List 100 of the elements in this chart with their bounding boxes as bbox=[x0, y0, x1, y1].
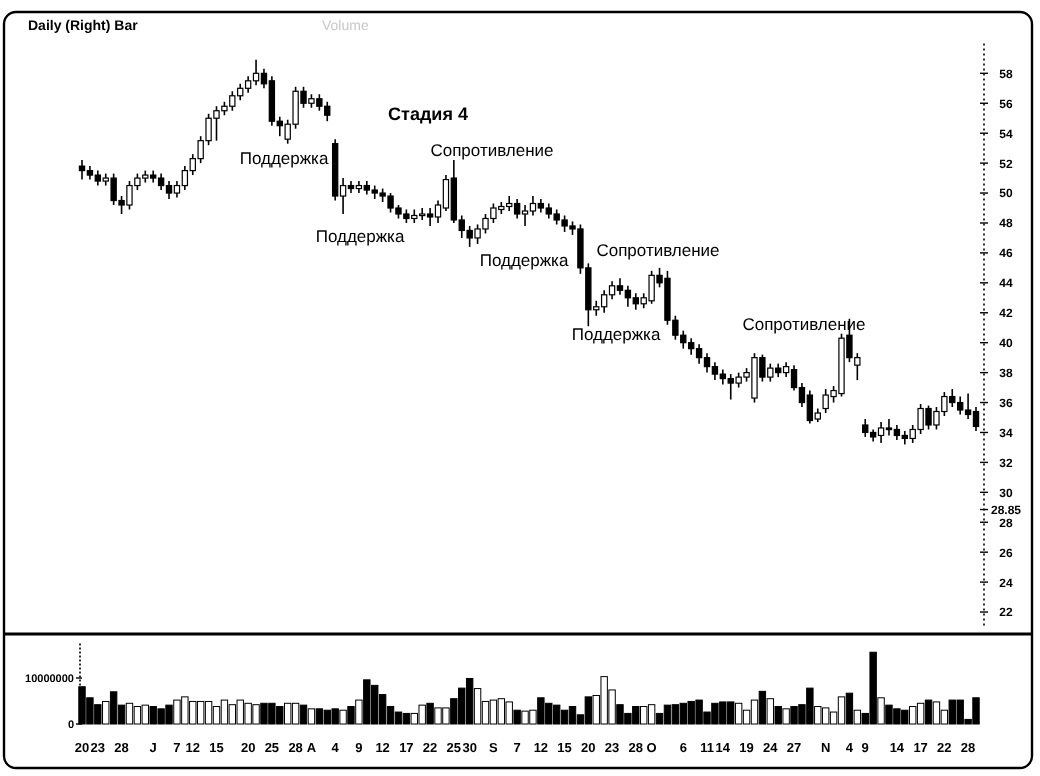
bar bbox=[513, 709, 521, 725]
bar bbox=[204, 700, 213, 725]
bar bbox=[347, 706, 355, 725]
bar bbox=[434, 707, 442, 725]
bar bbox=[244, 702, 252, 725]
candlestick bbox=[648, 270, 655, 305]
bar bbox=[181, 696, 189, 725]
bar bbox=[766, 698, 774, 725]
candlestick bbox=[418, 207, 426, 221]
bar bbox=[600, 676, 608, 725]
bar bbox=[821, 707, 830, 725]
bar bbox=[679, 702, 687, 725]
candlestick bbox=[324, 100, 331, 123]
bar bbox=[125, 702, 134, 725]
bar bbox=[837, 696, 846, 725]
bar bbox=[671, 704, 680, 725]
bar bbox=[750, 699, 759, 725]
bar bbox=[647, 704, 656, 725]
bar bbox=[640, 706, 648, 725]
candlestick bbox=[877, 421, 885, 444]
bar bbox=[133, 706, 142, 725]
bar bbox=[711, 702, 719, 725]
bar bbox=[402, 712, 411, 725]
candlestick bbox=[600, 289, 608, 314]
bar bbox=[260, 702, 268, 725]
bar bbox=[426, 702, 434, 725]
candlestick bbox=[506, 195, 513, 212]
bar bbox=[758, 690, 767, 725]
bar bbox=[268, 702, 276, 725]
bar bbox=[687, 700, 695, 725]
bar bbox=[228, 704, 237, 725]
candlestick bbox=[727, 373, 734, 401]
bar bbox=[972, 697, 980, 725]
bar bbox=[141, 704, 149, 725]
bar bbox=[806, 687, 814, 725]
bar bbox=[315, 708, 324, 725]
bar bbox=[560, 709, 569, 725]
bar bbox=[505, 701, 513, 725]
bar bbox=[94, 704, 102, 725]
bar bbox=[537, 697, 545, 725]
candlestick bbox=[695, 343, 703, 365]
candlestick bbox=[181, 165, 189, 191]
bar bbox=[497, 698, 506, 725]
annotation: Сопротивление bbox=[596, 240, 721, 260]
bar bbox=[157, 708, 165, 725]
bar bbox=[584, 696, 593, 725]
bar bbox=[734, 702, 743, 725]
bar bbox=[901, 709, 909, 725]
candlestick bbox=[482, 213, 489, 235]
candlestick bbox=[521, 204, 529, 227]
bar bbox=[323, 709, 331, 725]
bar bbox=[465, 677, 474, 725]
bar bbox=[363, 679, 371, 725]
candlestick bbox=[972, 406, 980, 432]
bar bbox=[410, 712, 418, 725]
candlestick bbox=[450, 159, 458, 224]
bar bbox=[173, 699, 181, 725]
annotation: Поддержка bbox=[479, 250, 569, 270]
candlestick bbox=[925, 404, 932, 431]
bar bbox=[932, 701, 941, 725]
bar bbox=[299, 704, 308, 725]
bar bbox=[331, 708, 339, 725]
candlestick bbox=[964, 392, 972, 420]
candlestick bbox=[110, 172, 117, 206]
candlestick bbox=[268, 75, 276, 127]
bar bbox=[418, 704, 426, 725]
bar bbox=[774, 706, 782, 725]
bar bbox=[189, 700, 197, 725]
candlestick bbox=[126, 180, 133, 211]
candlestick bbox=[513, 198, 521, 220]
bar bbox=[893, 708, 901, 725]
bar bbox=[719, 701, 727, 725]
bar bbox=[196, 700, 205, 725]
bar bbox=[885, 704, 893, 725]
bar bbox=[845, 692, 854, 725]
bar bbox=[284, 702, 292, 725]
candlestick bbox=[426, 207, 434, 227]
candlestick bbox=[885, 418, 893, 437]
bar bbox=[790, 706, 798, 725]
bar bbox=[307, 708, 316, 725]
candlestick bbox=[490, 202, 497, 224]
annotation: Сопротивление bbox=[430, 140, 555, 160]
bar bbox=[212, 706, 221, 725]
bar bbox=[916, 702, 925, 725]
bar bbox=[394, 711, 403, 725]
bar bbox=[291, 702, 300, 725]
candlestick bbox=[529, 195, 537, 217]
bar bbox=[165, 704, 173, 725]
annotation: Поддержка bbox=[571, 324, 661, 344]
candlestick bbox=[822, 388, 829, 414]
candlestick bbox=[751, 352, 758, 404]
bar bbox=[339, 709, 347, 725]
candlestick bbox=[229, 90, 236, 112]
annotation: Поддержка bbox=[239, 148, 329, 168]
bar bbox=[655, 712, 664, 725]
bar bbox=[521, 710, 529, 725]
candlestick bbox=[703, 352, 711, 374]
bar bbox=[109, 691, 118, 725]
bar bbox=[545, 702, 553, 725]
bar bbox=[568, 706, 577, 725]
